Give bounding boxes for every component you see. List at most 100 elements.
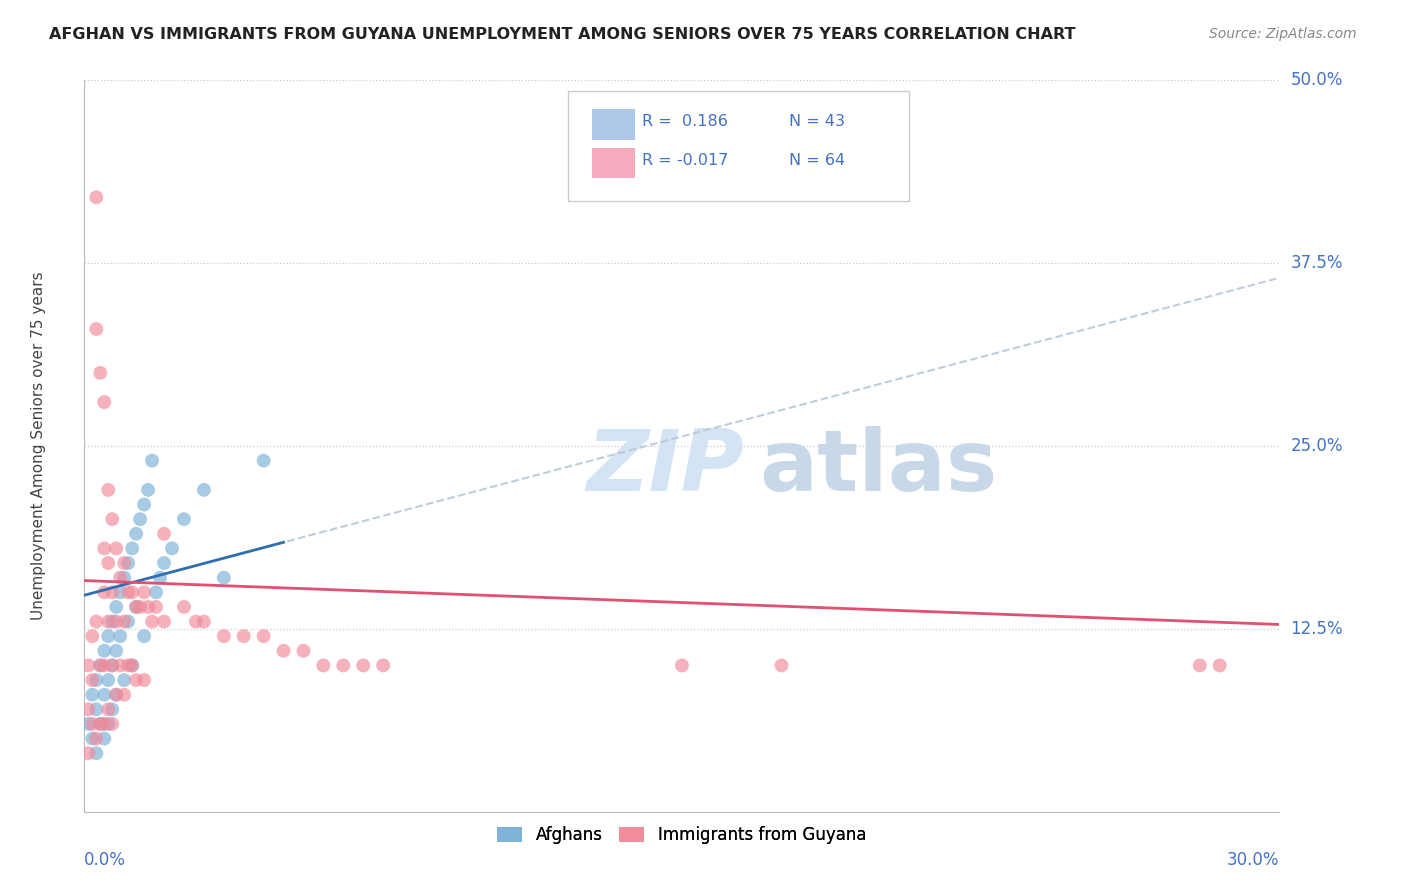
Point [132, 673, 156, 687]
Point [671, 658, 693, 673]
Point [77, 746, 100, 760]
Point [193, 615, 215, 629]
Point [121, 658, 143, 673]
Point [121, 585, 143, 599]
Point [121, 658, 143, 673]
Text: 37.5%: 37.5% [1291, 254, 1343, 272]
Point [153, 526, 176, 541]
Point [110, 571, 132, 585]
Point [352, 658, 374, 673]
Text: AFGHAN VS IMMIGRANTS FROM GUYANA UNEMPLOYMENT AMONG SENIORS OVER 75 YEARS CORREL: AFGHAN VS IMMIGRANTS FROM GUYANA UNEMPLO… [49, 27, 1076, 42]
Point [93, 658, 115, 673]
Point [86, 731, 108, 746]
Point [101, 717, 124, 731]
Point [153, 615, 176, 629]
Point [112, 615, 135, 629]
Point [105, 644, 128, 658]
Point [212, 629, 235, 643]
Point [93, 395, 115, 409]
Point [97, 483, 120, 497]
Point [373, 658, 395, 673]
Point [82, 688, 104, 702]
Point [105, 615, 128, 629]
Point [173, 599, 195, 614]
Point [101, 702, 124, 716]
Point [89, 658, 111, 673]
Point [112, 688, 135, 702]
Point [117, 615, 139, 629]
Point [132, 585, 156, 599]
Point [110, 658, 132, 673]
Point [273, 644, 295, 658]
Point [89, 366, 111, 380]
Point [129, 512, 152, 526]
Point [132, 498, 156, 512]
Point [129, 599, 152, 614]
Legend: Afghans, Immigrants from Guyana: Afghans, Immigrants from Guyana [491, 820, 873, 851]
Point [1188, 658, 1211, 673]
Point [117, 585, 139, 599]
Point [212, 571, 235, 585]
FancyBboxPatch shape [592, 147, 636, 178]
Text: R = -0.017: R = -0.017 [643, 153, 728, 169]
Point [93, 717, 115, 731]
Point [145, 599, 167, 614]
Point [97, 615, 120, 629]
Point [101, 585, 124, 599]
Point [132, 629, 156, 643]
Point [141, 615, 163, 629]
Point [101, 658, 124, 673]
Point [149, 571, 172, 585]
Point [253, 453, 276, 467]
Text: Source: ZipAtlas.com: Source: ZipAtlas.com [1209, 27, 1357, 41]
Point [97, 673, 120, 687]
Point [97, 717, 120, 731]
Point [93, 644, 115, 658]
Point [101, 512, 124, 526]
Point [121, 541, 143, 556]
Point [153, 556, 176, 570]
Point [97, 702, 120, 716]
Point [93, 585, 115, 599]
Text: N = 43: N = 43 [790, 114, 845, 129]
Point [93, 541, 115, 556]
Point [117, 658, 139, 673]
Point [312, 658, 335, 673]
Point [105, 688, 128, 702]
Point [125, 526, 148, 541]
Point [136, 483, 159, 497]
Point [110, 585, 132, 599]
Point [1209, 658, 1232, 673]
Point [97, 556, 120, 570]
Point [86, 702, 108, 716]
Point [141, 453, 163, 467]
Point [86, 322, 108, 336]
Point [82, 717, 104, 731]
FancyBboxPatch shape [592, 109, 636, 139]
Text: 25.0%: 25.0% [1291, 437, 1343, 455]
Text: 30.0%: 30.0% [1227, 851, 1279, 869]
Point [89, 658, 111, 673]
Point [86, 746, 108, 760]
Text: 0.0%: 0.0% [84, 851, 127, 869]
Point [101, 615, 124, 629]
Point [93, 688, 115, 702]
Point [136, 599, 159, 614]
Point [77, 702, 100, 716]
Point [77, 717, 100, 731]
Point [173, 512, 195, 526]
Text: Unemployment Among Seniors over 75 years: Unemployment Among Seniors over 75 years [31, 272, 46, 620]
Point [112, 673, 135, 687]
Point [86, 615, 108, 629]
Point [105, 599, 128, 614]
Point [184, 615, 207, 629]
Point [82, 629, 104, 643]
Point [292, 644, 315, 658]
Point [101, 658, 124, 673]
Point [253, 629, 276, 643]
Text: R =  0.186: R = 0.186 [643, 114, 728, 129]
Point [105, 688, 128, 702]
Point [232, 629, 254, 643]
Point [89, 717, 111, 731]
Point [332, 658, 354, 673]
